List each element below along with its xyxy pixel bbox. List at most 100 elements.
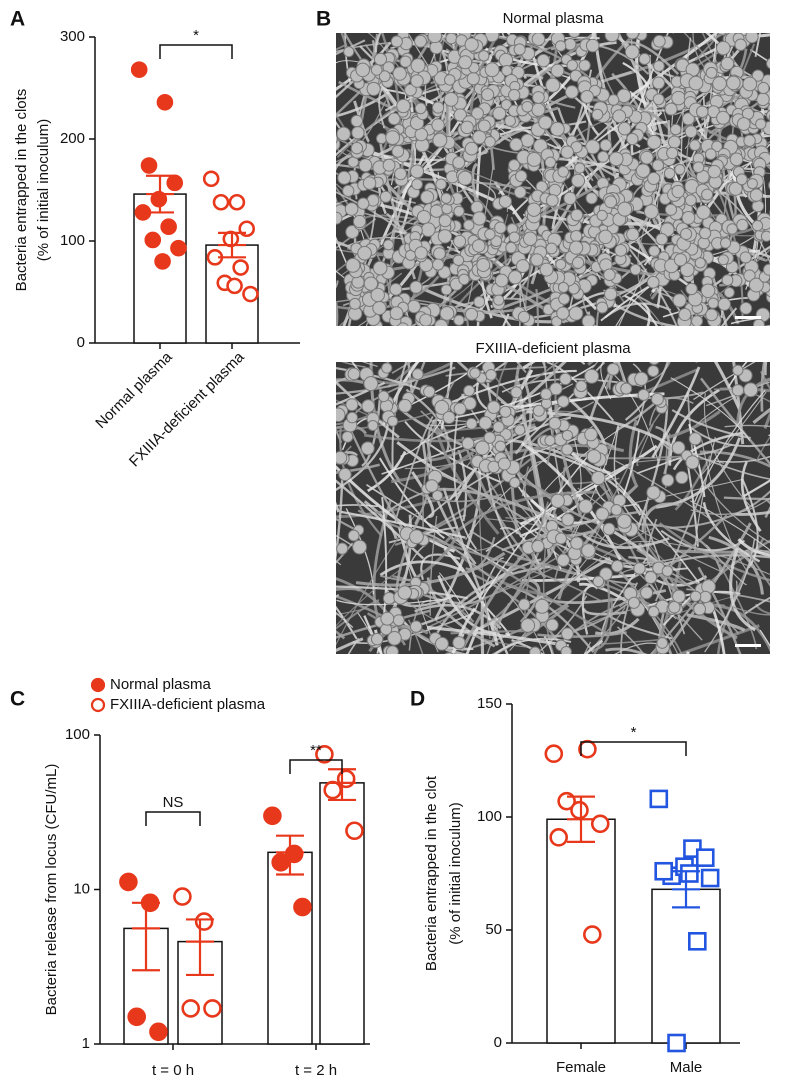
fiber bbox=[336, 597, 451, 606]
bacterium bbox=[540, 388, 553, 401]
fiber bbox=[336, 465, 456, 553]
bacterium bbox=[378, 70, 391, 83]
bacterium bbox=[397, 322, 409, 326]
bacterium bbox=[520, 618, 536, 633]
bacterium bbox=[571, 256, 585, 269]
bacterium bbox=[545, 242, 558, 255]
bacterium bbox=[452, 636, 466, 650]
fiber bbox=[747, 550, 770, 587]
bacterium bbox=[745, 33, 759, 44]
bacterium bbox=[717, 254, 729, 266]
bacterium bbox=[666, 146, 679, 160]
bacterium bbox=[561, 443, 574, 456]
bacterium bbox=[644, 571, 658, 584]
fiber bbox=[374, 629, 383, 654]
bacterium bbox=[357, 245, 372, 261]
bacterium bbox=[596, 301, 609, 314]
bacterium bbox=[375, 132, 388, 145]
bacterium bbox=[653, 60, 665, 72]
fiber bbox=[336, 630, 346, 640]
bacterium bbox=[630, 33, 640, 35]
bacterium bbox=[514, 424, 526, 436]
fiber bbox=[760, 370, 770, 391]
bacterium bbox=[394, 167, 407, 181]
data-point bbox=[232, 259, 249, 276]
bacterium bbox=[578, 59, 591, 72]
bacterium bbox=[726, 75, 741, 91]
fiber bbox=[737, 538, 770, 557]
bacterium bbox=[453, 108, 467, 122]
bacterium bbox=[487, 460, 500, 474]
fiber bbox=[336, 113, 346, 130]
bacterium bbox=[465, 417, 478, 430]
fiber bbox=[555, 404, 583, 516]
bacterium bbox=[561, 627, 574, 641]
fiber bbox=[392, 575, 475, 623]
data-point bbox=[688, 931, 707, 951]
bacterium bbox=[453, 234, 467, 248]
bacterium bbox=[536, 53, 551, 68]
bacterium bbox=[420, 222, 436, 238]
y-tick-label: 300 bbox=[60, 28, 85, 45]
bacterium bbox=[473, 295, 486, 308]
data-point bbox=[695, 848, 715, 867]
bacterium bbox=[648, 362, 660, 366]
bacterium bbox=[596, 209, 608, 222]
bacterium bbox=[322, 451, 335, 464]
bar bbox=[651, 888, 721, 1044]
fiber bbox=[605, 647, 648, 654]
bacterium bbox=[336, 407, 346, 423]
bacterium bbox=[721, 274, 734, 287]
bacterium bbox=[545, 618, 559, 632]
bacterium bbox=[474, 440, 490, 456]
bacterium bbox=[647, 365, 660, 378]
bacterium bbox=[345, 225, 360, 239]
bacterium bbox=[462, 18, 476, 32]
fiber bbox=[674, 539, 770, 616]
bacterium bbox=[494, 273, 509, 288]
bacterium bbox=[637, 388, 650, 401]
image-title: FXIIIA-deficient plasma bbox=[475, 340, 631, 357]
fiber bbox=[336, 534, 355, 548]
bacterium bbox=[521, 100, 534, 113]
fiber bbox=[646, 518, 658, 567]
bacterium bbox=[760, 230, 770, 242]
fiber bbox=[374, 33, 382, 53]
fiber bbox=[444, 369, 577, 406]
bacterium bbox=[648, 245, 661, 257]
bacterium bbox=[442, 411, 456, 424]
legend-marker bbox=[90, 677, 106, 693]
panel-label: A bbox=[10, 8, 25, 31]
fiber bbox=[378, 457, 445, 540]
bacterium bbox=[692, 161, 705, 174]
data-point bbox=[242, 285, 259, 303]
fiber bbox=[583, 639, 604, 654]
bacterium bbox=[616, 88, 632, 104]
fiber bbox=[336, 594, 446, 651]
fiber bbox=[489, 368, 582, 413]
bacterium bbox=[674, 164, 686, 176]
data-point bbox=[323, 780, 343, 800]
bacterium bbox=[616, 513, 632, 529]
fiber bbox=[502, 313, 510, 326]
bacterium bbox=[464, 37, 479, 52]
bacterium bbox=[690, 315, 704, 326]
significance-bracket bbox=[580, 741, 687, 756]
bacterium bbox=[679, 262, 695, 278]
fiber bbox=[651, 366, 701, 459]
bacterium bbox=[508, 159, 521, 172]
fiber bbox=[621, 41, 680, 76]
data-point bbox=[173, 887, 192, 906]
bacterium bbox=[578, 499, 594, 514]
fiber bbox=[582, 533, 670, 550]
fiber bbox=[475, 366, 491, 412]
fiber bbox=[340, 510, 466, 539]
bacterium bbox=[664, 102, 678, 116]
bacterium bbox=[545, 194, 559, 207]
bacterium bbox=[556, 306, 570, 320]
bacterium bbox=[551, 316, 563, 326]
bacterium bbox=[504, 115, 516, 127]
data-point bbox=[160, 218, 177, 236]
bacterium bbox=[336, 211, 343, 225]
bacterium bbox=[560, 645, 572, 654]
